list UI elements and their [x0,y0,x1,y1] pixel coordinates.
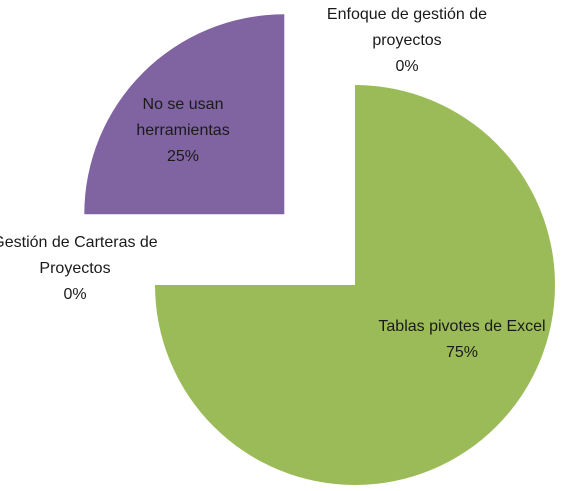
value-label: 25% [166,148,200,165]
value-label: 75% [445,344,479,361]
value-label: 0% [395,58,419,75]
value-label: 0% [63,286,87,303]
slice-label: No se usan herramientas 25% [113,92,253,170]
slice-label: Gestión de Carteras de Proyectos 0% [0,230,160,308]
pie-slice [84,14,285,215]
category-label: Gestión de Carteras de Proyectos [0,234,158,277]
slice-label: Tablas pivotes de Excel 75% [372,314,552,366]
pie-slice [155,85,555,485]
category-label: No se usan herramientas [136,96,230,139]
category-label: Tablas pivotes de Excel [378,318,546,335]
slice-label: Enfoque de gestión de proyectos 0% [307,2,507,80]
category-label: Enfoque de gestión de proyectos [326,6,488,49]
